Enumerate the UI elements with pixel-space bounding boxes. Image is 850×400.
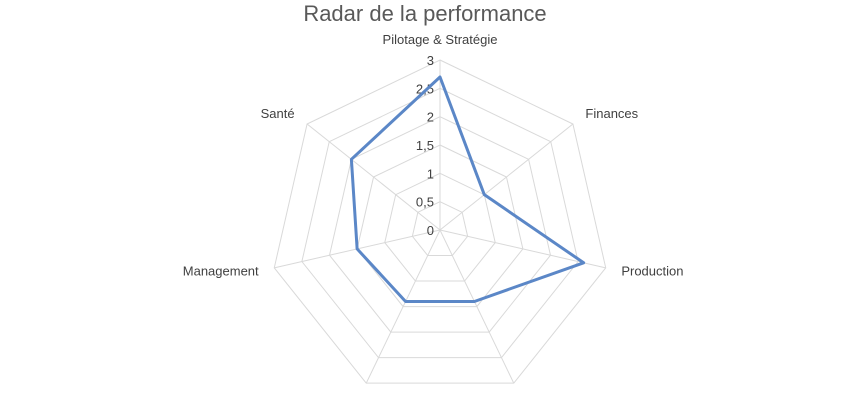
grid-spoke <box>306 123 441 231</box>
tick-label: 1 <box>427 166 434 181</box>
radar-grid <box>273 59 607 384</box>
category-label: Management <box>183 263 259 278</box>
tick-label: 0,5 <box>416 195 434 210</box>
series-layer <box>349 75 586 303</box>
grid-spoke <box>439 123 574 231</box>
grid-spoke <box>439 229 606 269</box>
grid-spoke <box>439 229 515 384</box>
category-label: Ressources Humaines <box>229 398 360 400</box>
category-label: Finances <box>585 106 638 121</box>
category-label: Production <box>621 263 683 278</box>
tick-label: 0 <box>427 223 434 238</box>
grid-ring <box>273 59 607 384</box>
category-labels: Pilotage & Stratégie Finances Production Ma… <box>183 32 684 400</box>
category-label: Pilotage & Stratégie <box>383 32 498 47</box>
grid-ring <box>356 144 524 308</box>
grid-ring <box>384 172 496 282</box>
grid-ring <box>411 201 469 257</box>
radial-tick-labels: 00,511,522,53 <box>416 53 434 238</box>
category-label: Marketing & ventes <box>521 398 633 400</box>
tick-label: 2 <box>427 110 434 125</box>
series-line <box>349 75 586 303</box>
tick-label: 3 <box>427 53 434 68</box>
chart-title: Radar de la performance <box>303 1 547 26</box>
grid-ring <box>328 116 552 333</box>
category-label: Santé <box>261 106 295 121</box>
grid-ring <box>301 87 579 359</box>
tick-label: 1,5 <box>416 138 434 153</box>
grid-spoke <box>365 229 441 384</box>
